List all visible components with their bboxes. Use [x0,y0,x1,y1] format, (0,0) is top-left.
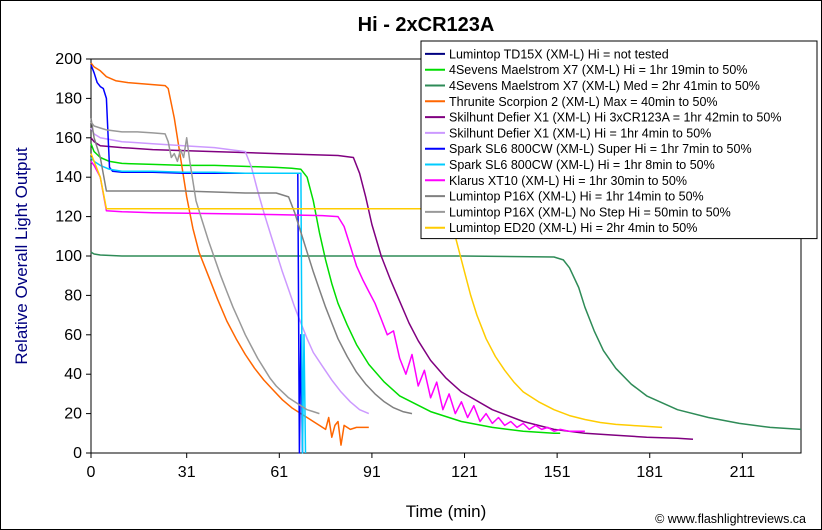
x-tick-label: 61 [270,464,288,481]
series-layer [90,62,802,454]
x-tick-label: 151 [544,464,571,481]
y-tick-label: 200 [55,51,82,68]
series-line-3 [90,251,802,431]
y-tick-label: 40 [64,366,82,383]
legend-entry: 4Sevens Maelstrom X7 (XM-L) Hi = 1hr 19m… [449,63,747,77]
series-line-4 [90,62,369,446]
chart-title: Hi - 2xCR123A [358,14,495,36]
legend-entry: Spark SL6 800CW (XM-L) Super Hi = 1hr 7m… [449,142,752,156]
legend-entry: Lumintop P16X (XM-L) No Step Hi = 50min … [449,205,731,219]
y-tick-label: 80 [64,287,82,304]
series-line-11 [90,121,320,415]
series-line-9 [90,160,585,433]
legend-entry: Skilhunt Defier X1 (XM-L) Hi 3xCR123A = … [449,111,781,125]
legend-entry: Lumintop ED20 (XM-L) Hi = 2hr 4min to 50… [449,221,697,235]
x-tick-label: 211 [730,464,756,481]
legend-box [420,40,818,240]
y-tick-label: 20 [64,406,82,423]
legend-entry: Lumintop P16X (XM-L) Hi = 1hr 14min to 5… [449,190,704,204]
x-tick-label: 91 [363,464,381,481]
x-axis-label: Time (min) [406,502,487,521]
legend-entry: Thrunite Scorpion 2 (XM-L) Max = 40min t… [449,95,718,109]
credit-text: © www.flashlightreviews.ca [655,512,806,526]
series-line-8 [90,157,307,454]
x-tick-label: 181 [636,464,663,481]
axis-layer: 0 20 40 60 80 100 120 140 160 180 200 0 31 61 91 121 151… [55,51,755,481]
y-tick-label: 60 [64,327,82,344]
x-tick-label: 31 [178,464,196,481]
y-tick-label: 160 [55,130,82,147]
series-line-2 [90,143,561,435]
series-line-6 [90,127,370,415]
y-axis-label: Relative Overall Light Output [12,147,31,365]
x-tick-label: 121 [451,464,478,481]
legend: Lumintop TD15X (XM-L) Hi = not tested 4Se… [420,40,818,240]
x-tick-label: 0 [87,464,96,481]
legend-entry: 4Sevens Maelstrom X7 (XM-L) Med = 2hr 41… [449,79,760,93]
y-tick-label: 0 [73,445,82,462]
legend-entry: Skilhunt Defier X1 (XM-L) Hi = 1hr 4min … [449,126,711,140]
legend-entry: Spark SL6 800CW (XM-L) Hi = 1hr 8min to … [449,158,715,172]
series-line-12 [90,153,663,429]
y-tick-label: 180 [55,90,82,107]
legend-entry: Lumintop TD15X (XM-L) Hi = not tested [449,47,669,61]
y-tick-label: 120 [55,209,82,226]
y-tick-label: 100 [55,248,82,265]
series-line-10 [90,117,413,415]
y-tick-label: 140 [55,169,82,186]
legend-entry: Klarus XT10 (XM-L) Hi = 1hr 30min to 50% [449,174,687,188]
